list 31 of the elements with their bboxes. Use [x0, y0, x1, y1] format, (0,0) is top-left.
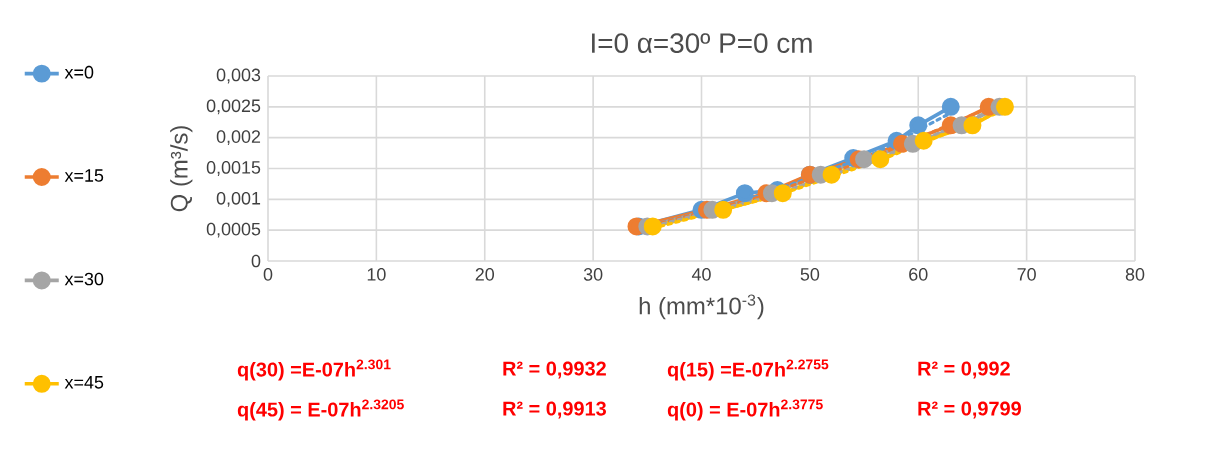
x-tick-label: 30 — [583, 268, 603, 281]
text: R² = 0,9913 — [503, 401, 606, 419]
legend-label: x=15 — [64, 169, 104, 182]
text: q(0) = E-07h$^{2.3775}$ — [667, 399, 823, 421]
y-tick-label: 0,0025 — [206, 99, 261, 115]
x-tick-label: 70 — [1017, 268, 1036, 281]
x-tick-label: 40 — [691, 268, 711, 281]
x-tick-label: 20 — [475, 268, 495, 281]
text: R² = 0,992 — [918, 361, 1010, 379]
y-axis-title: Q (m³/s) — [170, 126, 193, 212]
y-tick-label: 0,001 — [216, 191, 261, 207]
x-tick-label: 50 — [800, 268, 820, 281]
y-tick-label: 0,0015 — [206, 161, 261, 176]
text: q(15) =E-07h$^{2.2755}$ — [667, 359, 829, 381]
chart-title: I=0 α=30º P=0 cm — [592, 33, 812, 54]
text: q(45) = E-07h$^{2.3205}$ — [237, 399, 404, 421]
x-axis-title: h (mm*10$^{-3}$) — [639, 294, 764, 320]
y-tick-label: 0,002 — [216, 130, 261, 146]
y-tick-label: 0,003 — [216, 68, 261, 84]
legend-label: x=30 — [64, 272, 104, 286]
x-tick-label: 80 — [1125, 268, 1145, 281]
y-tick-label: 0,0005 — [206, 222, 261, 238]
text: R² = 0,9799 — [918, 401, 1021, 419]
text: R² = 0,9932 — [503, 361, 606, 379]
x-tick-label: 60 — [909, 268, 928, 281]
x-tick-label: 10 — [367, 268, 386, 281]
text: q(30) =E-07h$^{2.301}$ — [237, 359, 391, 381]
y-tick-label: 0 — [251, 254, 261, 268]
legend-label: x=0 — [64, 65, 94, 79]
legend-label: x=45 — [64, 376, 104, 389]
x-tick-label: 0 — [263, 268, 273, 281]
